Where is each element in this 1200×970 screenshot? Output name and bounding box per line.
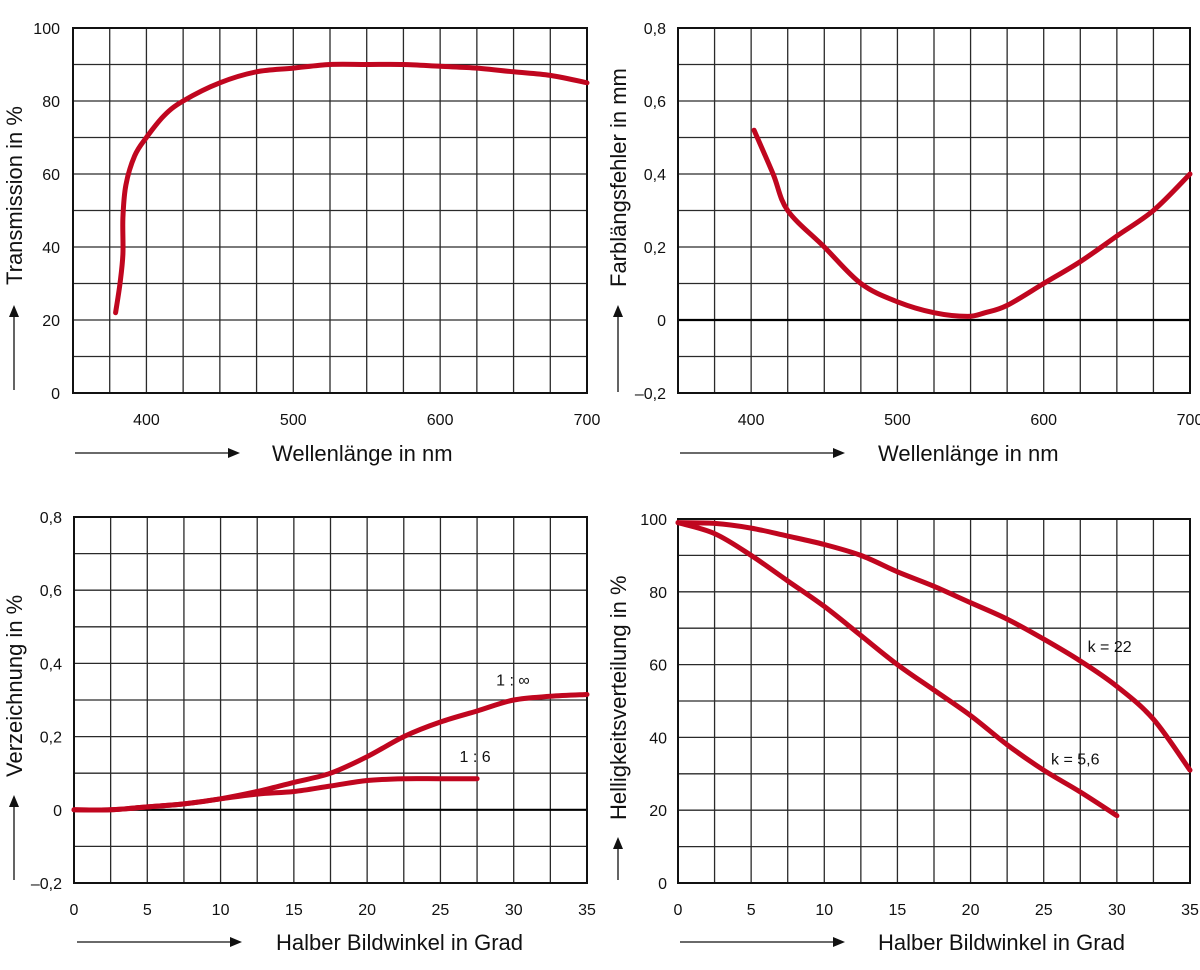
y-tick-label: 60: [42, 167, 60, 184]
y-tick-label: 20: [42, 313, 60, 330]
x-axis-title: Halber Bildwinkel in Grad: [276, 930, 523, 955]
x-tick-label: 500: [884, 412, 911, 429]
y-tick-label: 0,2: [644, 240, 666, 257]
y-tick-label: 80: [649, 585, 667, 602]
x-tick-label: 35: [1181, 902, 1199, 919]
x-axis-title: Wellenlänge in nm: [878, 441, 1059, 466]
series-line-2: [675, 520, 1120, 819]
x-tick-label: 0: [674, 902, 683, 919]
chart-1: 0 20 40 60 80 100 400 500 600 700 Wellenlänge in n…: [2, 21, 600, 466]
chart-3: –0,2 0 0,2 0,4 0,6 0,8 0 5 10 15 20 25 30 35 1 : ∞ 1 : …: [2, 510, 596, 955]
series-line-2: [71, 776, 480, 813]
y-axis-title: Transmission in %: [2, 106, 27, 285]
series-annotation: 1 : ∞: [496, 672, 530, 689]
y-axis-title: Farblängsfehler in mm: [606, 68, 631, 287]
x-tick-label: 35: [578, 902, 596, 919]
y-tick-label: 60: [649, 658, 667, 675]
plot-frame: [677, 27, 1191, 394]
x-tick-label: 10: [815, 902, 833, 919]
x-tick-label: 700: [1177, 412, 1200, 429]
series-line-1: [675, 520, 1193, 773]
y-tick-label: 0: [657, 313, 666, 330]
series-line-1: [751, 127, 1193, 319]
x-axis-arrowhead-icon: [230, 937, 242, 947]
y-tick-label: 0,4: [40, 656, 62, 673]
x-tick-label: 10: [212, 902, 230, 919]
y-tick-label: 0,8: [40, 510, 62, 527]
chart-2: –0,2 0 0,2 0,4 0,6 0,8 400 500 600 700 Wellenlänge…: [606, 21, 1200, 466]
series-line-1: [113, 61, 590, 316]
y-tick-label: 0: [53, 803, 62, 820]
x-tick-label: 20: [358, 902, 376, 919]
x-tick-label: 0: [70, 902, 79, 919]
x-tick-label: 25: [1035, 902, 1053, 919]
y-tick-label: 100: [33, 21, 60, 38]
x-tick-label: 5: [143, 902, 152, 919]
x-tick-label: 600: [427, 412, 454, 429]
plot-frame: [677, 518, 1191, 884]
y-tick-label: 40: [42, 240, 60, 257]
x-tick-label: 20: [962, 902, 980, 919]
y-tick-label: 0: [51, 386, 60, 403]
y-tick-label: –0,2: [635, 386, 666, 403]
series-annotation: k = 22: [1088, 639, 1132, 656]
y-axis-arrowhead-icon: [613, 837, 623, 849]
y-axis-title: Verzeichnung in %: [2, 595, 27, 777]
plot-frame: [72, 27, 588, 394]
x-tick-label: 600: [1030, 412, 1057, 429]
plot-frame: [73, 516, 588, 884]
x-axis-arrowhead-icon: [228, 448, 240, 458]
series-annotation: k = 5,6: [1051, 752, 1100, 769]
x-tick-label: 400: [738, 412, 765, 429]
y-tick-label: 0,6: [40, 583, 62, 600]
x-tick-label: 500: [280, 412, 307, 429]
y-tick-label: 0,8: [644, 21, 666, 38]
x-tick-label: 30: [505, 902, 523, 919]
x-axis-title: Halber Bildwinkel in Grad: [878, 930, 1125, 955]
y-axis-arrowhead-icon: [9, 795, 19, 807]
x-axis-arrowhead-icon: [833, 448, 845, 458]
y-axis-arrowhead-icon: [9, 305, 19, 317]
x-axis-title: Wellenlänge in nm: [272, 441, 453, 466]
x-tick-label: 700: [574, 412, 601, 429]
y-axis-arrowhead-icon: [613, 305, 623, 317]
y-tick-label: 100: [640, 512, 667, 529]
x-tick-label: 400: [133, 412, 160, 429]
y-axis-title: Helligkeitsverteilung in %: [606, 575, 631, 820]
y-tick-label: 0,2: [40, 730, 62, 747]
chart-4: 0 20 40 60 80 100 0 5 10 15 20 25 30 35 k = 22 k = 5,6 H…: [606, 512, 1199, 955]
y-tick-label: –0,2: [31, 876, 62, 893]
x-axis-arrowhead-icon: [833, 937, 845, 947]
x-tick-label: 5: [747, 902, 756, 919]
x-tick-label: 25: [432, 902, 450, 919]
series-annotation: 1 : 6: [459, 749, 490, 766]
x-tick-label: 15: [285, 902, 303, 919]
y-tick-label: 40: [649, 730, 667, 747]
y-tick-label: 20: [649, 803, 667, 820]
y-tick-label: 80: [42, 94, 60, 111]
x-tick-label: 30: [1108, 902, 1126, 919]
y-tick-label: 0,4: [644, 167, 666, 184]
y-tick-label: 0: [658, 876, 667, 893]
y-tick-label: 0,6: [644, 94, 666, 111]
x-tick-label: 15: [889, 902, 907, 919]
